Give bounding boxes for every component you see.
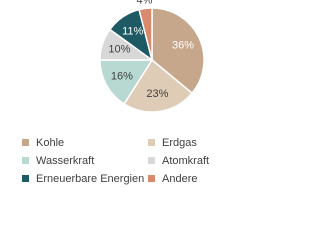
chart: 36% 23% 16% 10% 11% 4% Kohle Erdgas Wasserkraft A… <box>22 0 209 185</box>
legend-label: Andere <box>162 173 197 185</box>
legend-marker <box>22 139 29 146</box>
legend-label: Erneuerbare Energien <box>36 173 144 185</box>
legend-marker <box>148 157 155 164</box>
legend-label: Kohle <box>36 137 64 149</box>
data-label: 10% <box>108 43 130 55</box>
legend-label: Wasserkraft <box>36 155 94 167</box>
pie-slice <box>151 7 205 95</box>
pie-slice <box>123 58 194 113</box>
data-label: 36% <box>172 39 194 51</box>
legend-label: Atomkraft <box>162 155 209 167</box>
legend-marker <box>148 139 155 146</box>
legend-marker <box>22 175 29 182</box>
data-label: 23% <box>146 88 168 100</box>
legend-marker <box>148 175 155 182</box>
data-label: 16% <box>111 70 133 82</box>
pie-slice <box>99 59 154 105</box>
legend-label: Erdgas <box>162 137 197 149</box>
data-label: 4% <box>137 0 153 6</box>
pie-slice <box>138 7 153 61</box>
legend-marker <box>22 157 29 164</box>
data-label: 11% <box>122 26 143 38</box>
